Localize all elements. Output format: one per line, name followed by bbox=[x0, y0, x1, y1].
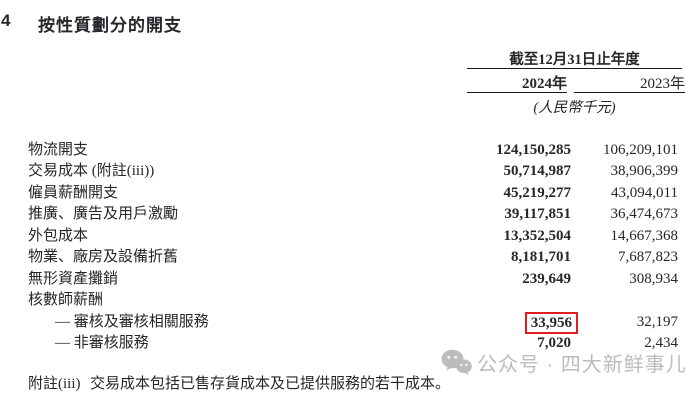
value-2023: 2,434 bbox=[644, 334, 678, 351]
value-2024: 13,352,504 bbox=[503, 227, 572, 244]
table-row: 外包成本 13,352,504 14,667,368 bbox=[0, 226, 686, 247]
value-2023: 106,209,101 bbox=[603, 142, 678, 158]
table-row: — 非審核服務 7,020 2,434 bbox=[0, 333, 686, 354]
footnote-text: 交易成本包括已售存貨成本及已提供服務的若干成本。 bbox=[90, 376, 451, 392]
table-header-period: 截至12月31日止年度 bbox=[509, 52, 640, 68]
wechat-icon bbox=[441, 349, 472, 376]
row-label: 交易成本 (附註(iii)) bbox=[28, 163, 155, 180]
section-number: 4 bbox=[1, 11, 11, 30]
table-row: 無形資產攤銷 239,649 308,934 bbox=[0, 269, 686, 290]
expense-table: 物流開支 124,150,285 106,209,101 交易成本 (附註(ii… bbox=[0, 140, 686, 354]
value-2024: 50,714,987 bbox=[503, 163, 572, 180]
value-2024: 33,956 bbox=[524, 311, 578, 334]
table-row: 交易成本 (附註(iii)) 50,714,987 38,906,399 bbox=[0, 161, 686, 182]
row-label: 外包成本 bbox=[28, 227, 89, 244]
table-row: 物流開支 124,150,285 106,209,101 bbox=[0, 140, 686, 161]
value-2023: 14,667,368 bbox=[610, 227, 679, 244]
value-2023: 7,687,823 bbox=[618, 249, 678, 266]
value-2023: 36,474,673 bbox=[610, 206, 679, 223]
column-rule-2023 bbox=[574, 92, 685, 93]
section-title: 按性質劃分的開支 bbox=[38, 16, 182, 35]
table-row: 僱員薪酬開支 45,219,277 43,094,011 bbox=[0, 183, 686, 204]
column-rule-2024 bbox=[467, 92, 567, 93]
value-2024: 39,117,851 bbox=[504, 206, 571, 223]
value-2024: 8,181,701 bbox=[511, 249, 571, 266]
header-rule bbox=[467, 67, 682, 69]
row-label: 推廣、廣告及用戶激勵 bbox=[28, 206, 179, 223]
row-label: 無形資產攤銷 bbox=[28, 270, 119, 287]
watermark: 公众号 · 四大新鲜事儿 bbox=[441, 348, 686, 377]
value-2023: 32,197 bbox=[636, 313, 678, 330]
value-2023: 43,094,011 bbox=[611, 184, 678, 201]
row-label: 核數師薪酬 bbox=[28, 292, 104, 309]
footnote-ref: 附註(iii) bbox=[28, 376, 81, 392]
value-2023: 38,906,399 bbox=[610, 163, 679, 180]
value-2024: 45,219,277 bbox=[503, 184, 572, 201]
table-row: — 審核及審核相關服務 33,956 32,197 bbox=[0, 311, 686, 334]
value-2023: 308,934 bbox=[629, 270, 678, 287]
value-2024: 124,150,285 bbox=[496, 142, 571, 158]
row-label: 物流開支 bbox=[28, 142, 89, 158]
currency-unit-label: (人民幣千元) bbox=[533, 100, 616, 116]
highlight-box: 33,956 bbox=[524, 311, 578, 334]
column-header-2023: 2023年 bbox=[639, 76, 685, 92]
row-label: — 非審核服務 bbox=[55, 334, 149, 351]
watermark-text: 公众号 · 四大新鲜事儿 bbox=[477, 354, 686, 376]
row-label: — 審核及審核相關服務 bbox=[55, 313, 209, 330]
row-label: 僱員薪酬開支 bbox=[28, 184, 119, 201]
table-row: 核數師薪酬 bbox=[0, 290, 686, 311]
value-2024: 239,649 bbox=[522, 270, 571, 287]
row-label: 物業、廠房及設備折舊 bbox=[28, 249, 179, 266]
value-2024: 7,020 bbox=[537, 334, 571, 351]
table-row: 物業、廠房及設備折舊 8,181,701 7,687,823 bbox=[0, 247, 686, 268]
table-row: 推廣、廣告及用戶激勵 39,117,851 36,474,673 bbox=[0, 204, 686, 225]
column-header-2024: 2024年 bbox=[521, 76, 567, 92]
